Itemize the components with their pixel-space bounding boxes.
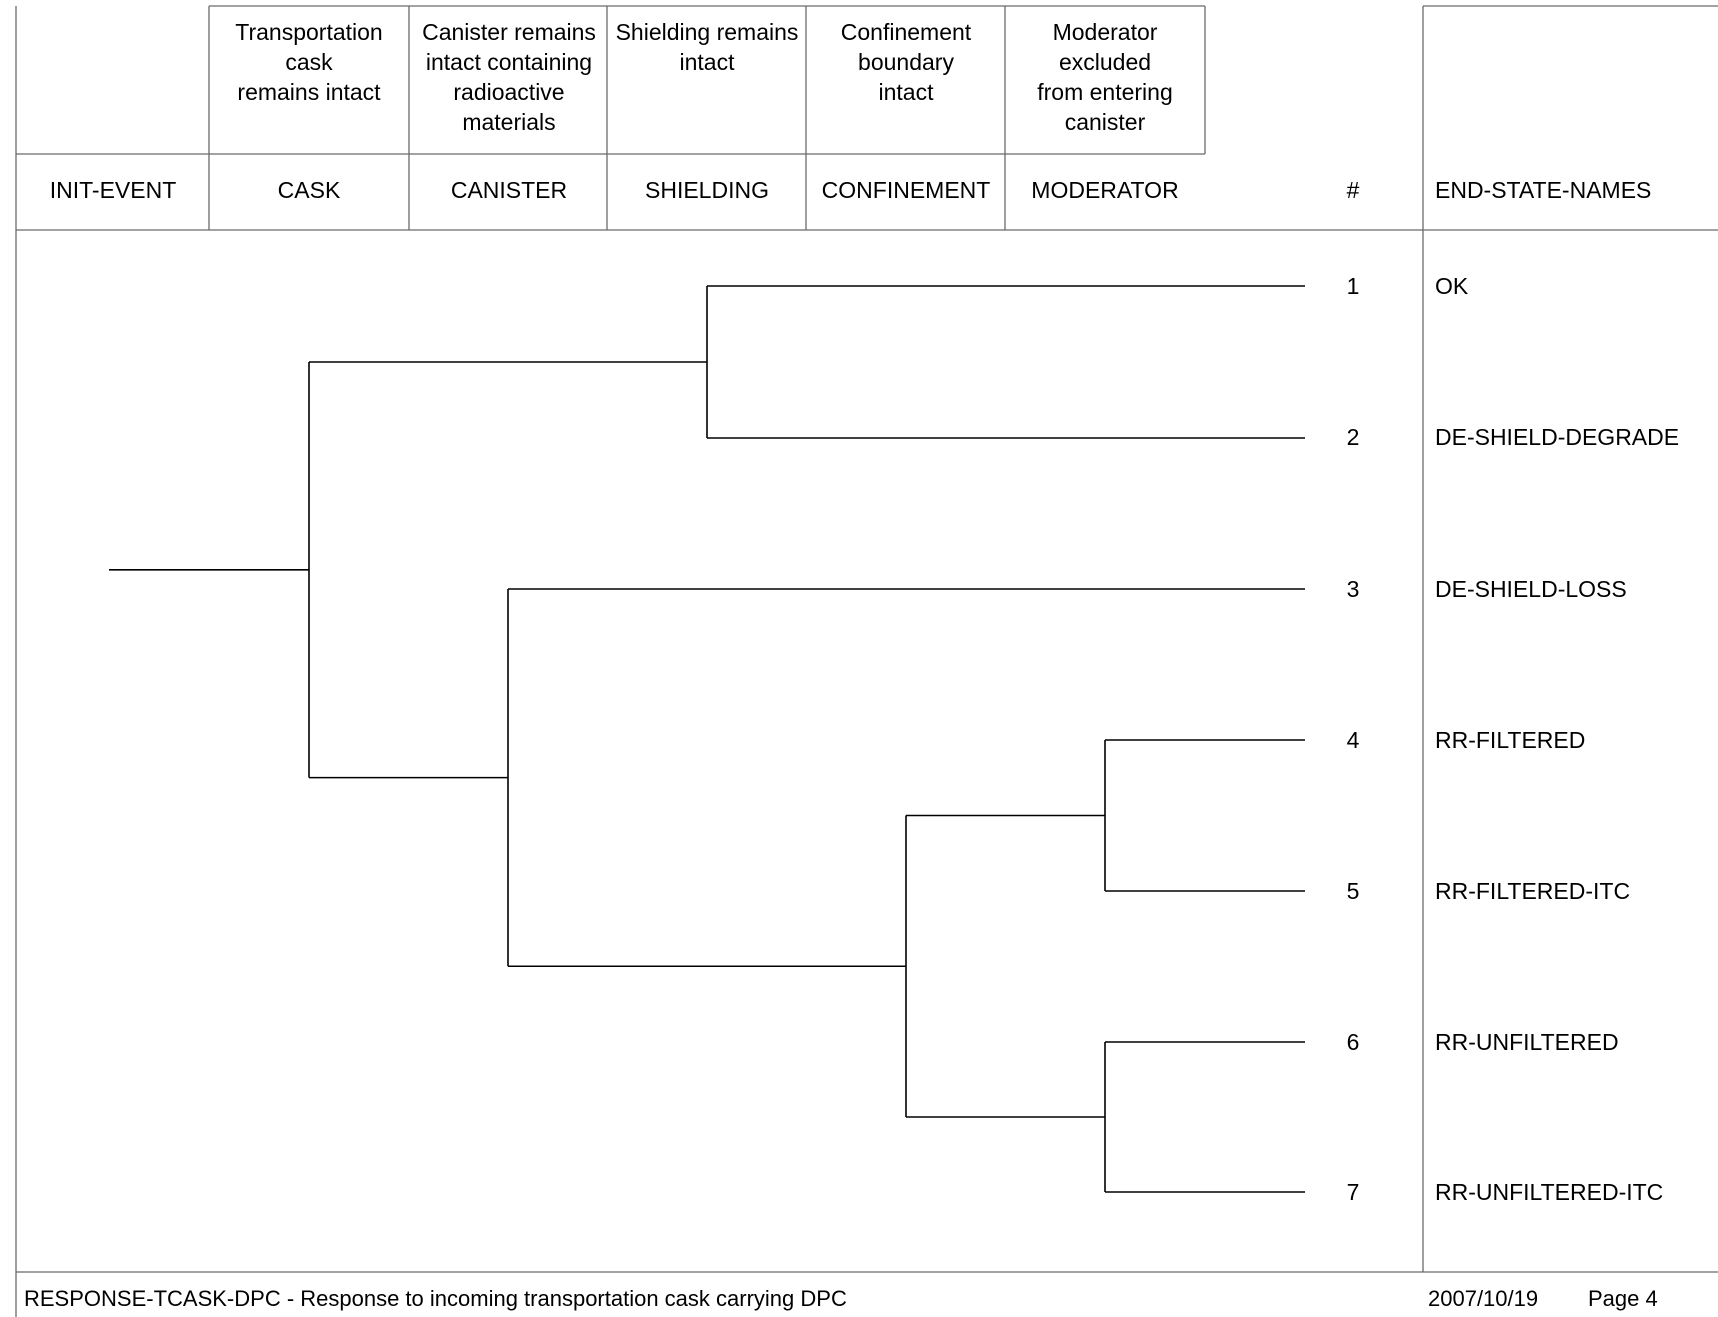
end-state-name: DE-SHIELD-DEGRADE [1435, 424, 1680, 450]
column-code-shielding: SHIELDING [645, 177, 769, 203]
column-description-cask: Transportation cask remains intact [235, 19, 383, 105]
end-state-name: RR-FILTERED-ITC [1435, 878, 1631, 904]
column-code-moderator: MODERATOR [1031, 177, 1179, 203]
end-state-name: RR-UNFILTERED-ITC [1435, 1179, 1664, 1205]
sequence-number: 1 [1346, 273, 1360, 299]
sequence-number: 6 [1346, 1029, 1360, 1055]
sequence-number: 2 [1346, 424, 1360, 450]
footer-page: Page 4 [1588, 1286, 1658, 1311]
sequence-number: 7 [1346, 1179, 1360, 1205]
end-state-name: DE-SHIELD-LOSS [1435, 576, 1627, 602]
column-code-confinement: CONFINEMENT [821, 177, 991, 203]
footer-title: RESPONSE-TCASK-DPC - Response to incomin… [24, 1286, 847, 1311]
end-state-name: RR-FILTERED [1435, 727, 1586, 753]
column-description-canister: Canister remains intact containing radio… [422, 19, 596, 135]
end-state-names-header: END-STATE-NAMES [1435, 177, 1652, 203]
column-code-cask: CASK [277, 177, 341, 203]
end-state-name: OK [1435, 273, 1469, 299]
column-description-moderator: Moderator excluded from entering caniste… [1037, 19, 1173, 135]
column-code-canister: CANISTER [450, 177, 568, 203]
sequence-number: 4 [1346, 727, 1360, 753]
column-code-init-event: INIT-EVENT [49, 177, 177, 203]
sequence-number-header: # [1346, 177, 1360, 203]
end-state-name: RR-UNFILTERED [1435, 1029, 1619, 1055]
column-description-shielding: Shielding remains intact [615, 19, 799, 75]
sequence-number: 3 [1346, 576, 1360, 602]
footer-date: 2007/10/19 [1428, 1286, 1539, 1311]
column-description-confinement: Confinement boundary intact [840, 19, 972, 105]
sequence-number: 5 [1346, 878, 1360, 904]
